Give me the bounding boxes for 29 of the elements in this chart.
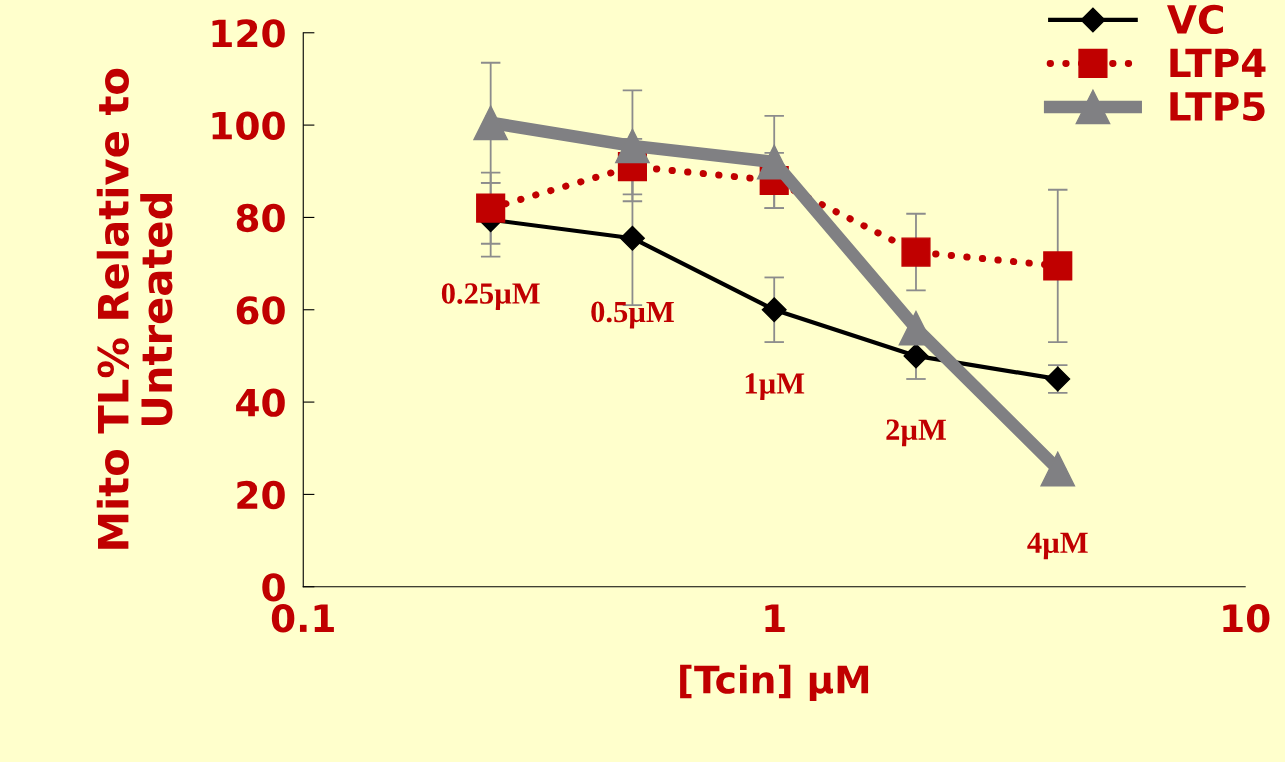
point (1043, 251, 1073, 281)
point (761, 297, 787, 323)
point (473, 105, 509, 141)
annotation: 0.25µM (441, 283, 540, 310)
x-tick-label: 10 (1223, 604, 1270, 633)
y-tick-label: 40 (236, 388, 285, 417)
y-tick-label: 80 (236, 203, 285, 233)
point (901, 237, 931, 267)
legend-label: LTP5 (1170, 92, 1265, 122)
annotation: 1µM (745, 373, 805, 400)
y-axis-title: Mito TL% Relative to Untreated (96, 68, 173, 549)
annotation: 2µM (886, 419, 946, 447)
point (1040, 451, 1076, 487)
point (615, 128, 650, 164)
point (619, 225, 645, 251)
y-tick-label: 0 (262, 573, 285, 602)
point (903, 343, 929, 369)
y-tick-label: 100 (212, 111, 285, 140)
x-tick-label: 1 (765, 604, 785, 632)
x-tick-label: 0.1 (271, 604, 334, 633)
legend-label: LTP4 (1170, 48, 1266, 78)
point (476, 193, 506, 223)
annotation: 4µM (1027, 532, 1088, 560)
legend-label: VC (1167, 4, 1223, 35)
annotation: 0.5µM (591, 301, 674, 329)
y-tick-label: 60 (236, 296, 285, 325)
y-tick-label: 20 (237, 480, 285, 510)
x-axis-title: [Tcin] µM (680, 664, 869, 702)
y-tick-label: 120 (212, 19, 285, 48)
